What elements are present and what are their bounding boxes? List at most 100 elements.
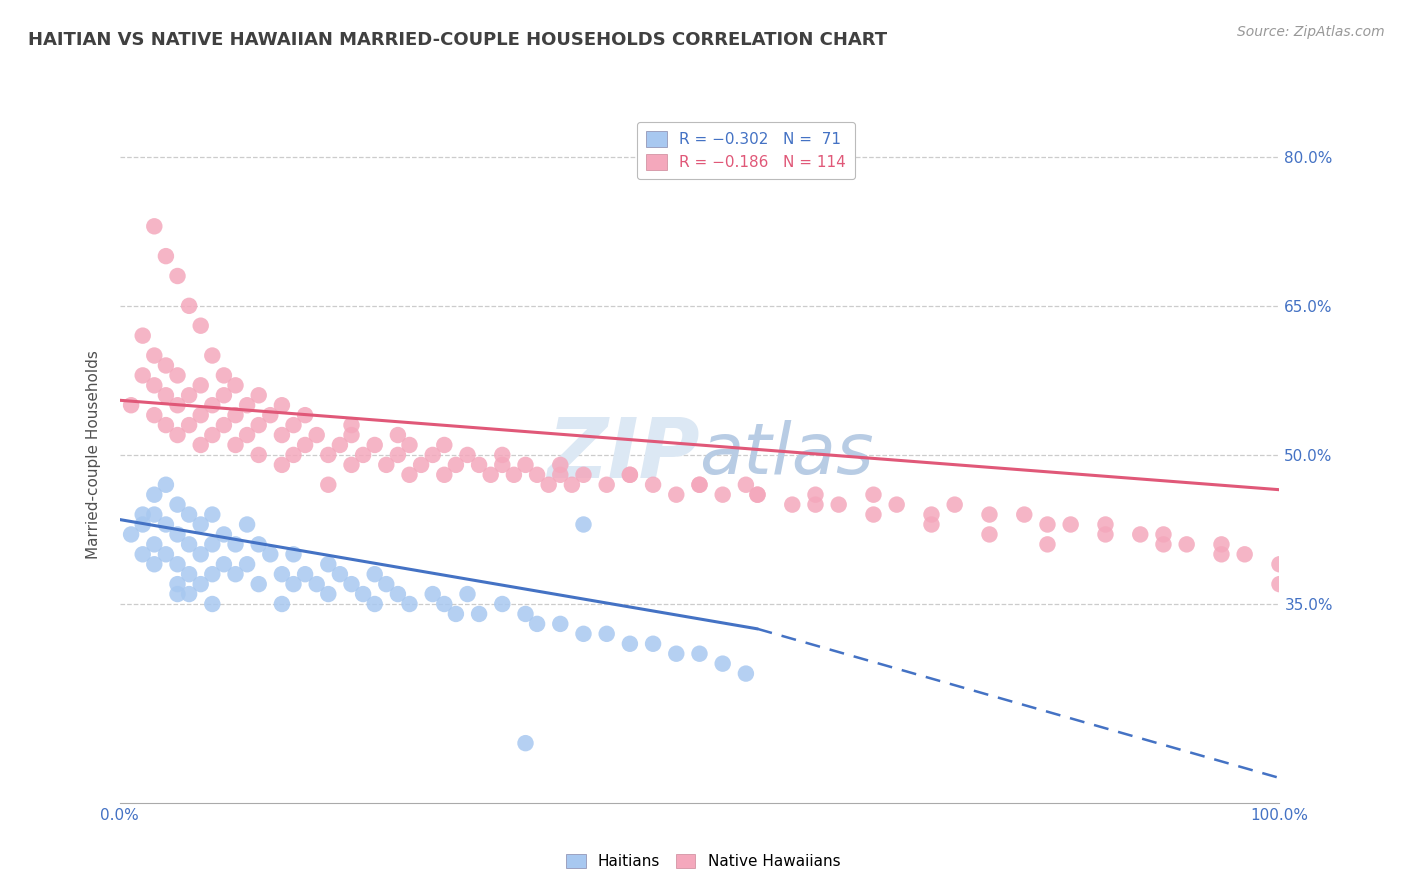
Point xyxy=(827,498,849,512)
Y-axis label: Married-couple Households: Married-couple Households xyxy=(86,351,101,559)
Point xyxy=(143,349,166,363)
Point xyxy=(526,616,548,631)
Point xyxy=(979,527,1001,541)
Point xyxy=(688,647,710,661)
Point xyxy=(422,587,444,601)
Point xyxy=(596,477,619,491)
Point xyxy=(166,558,188,572)
Point xyxy=(247,448,270,462)
Point xyxy=(155,418,177,433)
Point xyxy=(212,388,235,402)
Point xyxy=(491,458,513,472)
Point xyxy=(398,467,420,482)
Point xyxy=(804,498,827,512)
Point xyxy=(444,458,467,472)
Point xyxy=(329,567,352,582)
Point xyxy=(340,418,363,433)
Point xyxy=(283,547,305,561)
Point xyxy=(225,567,247,582)
Point xyxy=(433,597,456,611)
Point xyxy=(143,488,166,502)
Point xyxy=(515,736,537,750)
Text: atlas: atlas xyxy=(699,420,875,490)
Point xyxy=(294,438,316,452)
Point xyxy=(155,249,177,263)
Point xyxy=(190,378,212,392)
Point xyxy=(340,577,363,591)
Point xyxy=(619,467,641,482)
Point xyxy=(561,477,583,491)
Point xyxy=(225,378,247,392)
Point xyxy=(479,467,502,482)
Point xyxy=(166,498,188,512)
Point xyxy=(1036,537,1059,551)
Point xyxy=(143,219,166,234)
Point xyxy=(363,567,385,582)
Text: Source: ZipAtlas.com: Source: ZipAtlas.com xyxy=(1237,25,1385,39)
Point xyxy=(201,597,224,611)
Point xyxy=(270,428,294,442)
Point xyxy=(155,388,177,402)
Point xyxy=(886,498,908,512)
Point xyxy=(572,627,595,641)
Point xyxy=(352,587,374,601)
Point xyxy=(190,577,212,591)
Point xyxy=(201,537,224,551)
Point xyxy=(132,328,155,343)
Text: HAITIAN VS NATIVE HAWAIIAN MARRIED-COUPLE HOUSEHOLDS CORRELATION CHART: HAITIAN VS NATIVE HAWAIIAN MARRIED-COUPL… xyxy=(28,31,887,49)
Point xyxy=(225,537,247,551)
Point xyxy=(155,359,177,373)
Point xyxy=(862,508,884,522)
Point xyxy=(247,388,270,402)
Point xyxy=(468,458,491,472)
Point xyxy=(456,587,478,601)
Point xyxy=(422,448,444,462)
Point xyxy=(375,577,398,591)
Point xyxy=(283,448,305,462)
Point xyxy=(155,517,177,532)
Point xyxy=(166,398,188,412)
Point xyxy=(201,398,224,412)
Point xyxy=(201,349,224,363)
Point xyxy=(177,388,200,402)
Text: ZIP: ZIP xyxy=(547,415,699,495)
Point xyxy=(236,517,259,532)
Point xyxy=(177,508,200,522)
Point xyxy=(711,657,734,671)
Point xyxy=(177,587,200,601)
Point xyxy=(132,517,155,532)
Point xyxy=(548,467,571,482)
Point xyxy=(155,477,177,491)
Point xyxy=(212,527,235,541)
Point xyxy=(411,458,433,472)
Point xyxy=(1211,537,1233,551)
Point xyxy=(444,607,467,621)
Point xyxy=(1211,547,1233,561)
Point xyxy=(619,637,641,651)
Point xyxy=(862,488,884,502)
Point xyxy=(259,547,281,561)
Point xyxy=(734,666,756,681)
Point xyxy=(363,438,385,452)
Point xyxy=(177,567,200,582)
Point xyxy=(190,517,212,532)
Point xyxy=(177,537,200,551)
Point xyxy=(375,458,398,472)
Point xyxy=(120,527,142,541)
Point xyxy=(225,438,247,452)
Point xyxy=(294,408,316,422)
Point xyxy=(155,547,177,561)
Point xyxy=(1012,508,1035,522)
Point xyxy=(619,467,641,482)
Point xyxy=(503,467,526,482)
Point xyxy=(329,438,352,452)
Point xyxy=(433,467,456,482)
Point xyxy=(143,537,166,551)
Point xyxy=(270,398,294,412)
Point xyxy=(665,647,688,661)
Point xyxy=(804,488,827,502)
Point xyxy=(979,508,1001,522)
Point xyxy=(132,547,155,561)
Point xyxy=(548,616,571,631)
Point xyxy=(143,508,166,522)
